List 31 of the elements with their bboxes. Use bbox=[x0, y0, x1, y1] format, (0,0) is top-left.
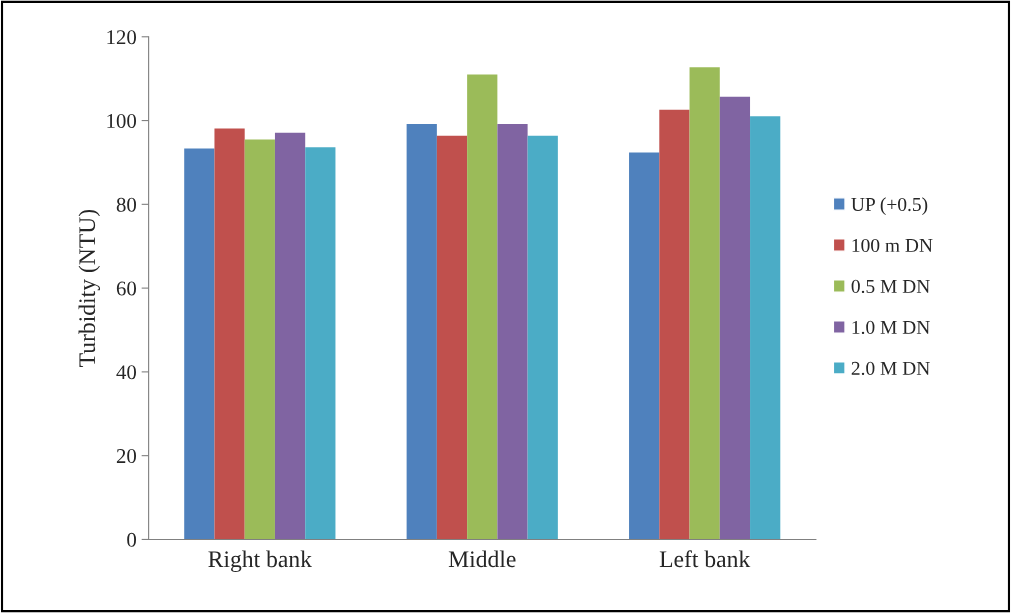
bar bbox=[214, 128, 245, 540]
y-tick-label: 60 bbox=[116, 281, 137, 296]
bar bbox=[497, 123, 528, 540]
x-tick-label: Middle bbox=[448, 550, 516, 568]
bar bbox=[689, 67, 720, 540]
y-axis-title: Turbidity (NTU) bbox=[78, 209, 101, 367]
bar bbox=[305, 147, 336, 540]
legend-label: 2.0 M DN bbox=[851, 361, 930, 375]
x-tick-label: Right bank bbox=[208, 550, 312, 573]
y-tick-label: 120 bbox=[107, 30, 137, 45]
y-tick-label: 20 bbox=[116, 449, 137, 464]
legend-label: UP (+0.5) bbox=[851, 197, 928, 215]
bar bbox=[274, 132, 306, 540]
bar bbox=[244, 139, 275, 540]
x-tick-label: Left bank bbox=[659, 550, 751, 568]
bar bbox=[629, 152, 660, 540]
legend-label: 0.5 M DN bbox=[851, 279, 930, 294]
bar bbox=[184, 148, 215, 540]
bar bbox=[467, 74, 498, 540]
bar bbox=[659, 109, 690, 540]
bar bbox=[719, 96, 751, 540]
bar bbox=[527, 135, 558, 540]
y-tick-label: 80 bbox=[116, 197, 137, 212]
legend-label: 100 m DN bbox=[852, 238, 933, 253]
bar bbox=[406, 123, 437, 540]
y-tick-label: 0 bbox=[127, 532, 137, 547]
legend-label: 1.0 M DN bbox=[852, 320, 930, 335]
y-tick-label: 100 bbox=[107, 113, 137, 128]
bar bbox=[436, 135, 468, 540]
y-tick-label: 40 bbox=[116, 365, 137, 380]
bar bbox=[750, 116, 781, 540]
